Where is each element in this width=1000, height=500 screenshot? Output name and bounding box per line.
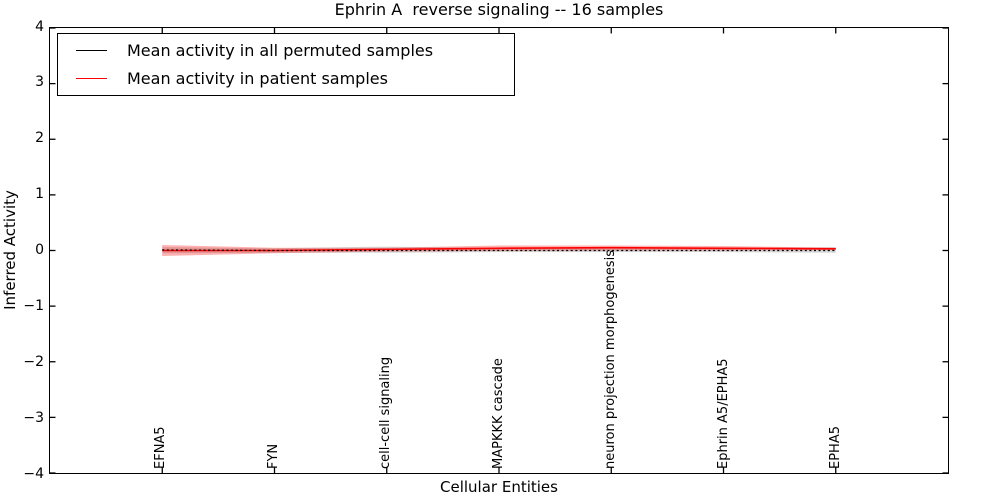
legend-label-patient: Mean activity in patient samples — [127, 68, 388, 88]
legend-label-permuted: Mean activity in all permuted samples — [127, 41, 434, 61]
y-tick-label: 3 — [35, 74, 44, 91]
chart-canvas — [50, 28, 948, 473]
y-tick-label: −3 — [23, 409, 44, 426]
x-tick-label: MAPKKK cascade — [490, 358, 506, 469]
legend: Mean activity in all permuted samples Me… — [57, 33, 515, 96]
x-axis-label: Cellular Entities — [440, 478, 558, 496]
x-tick-label: neuron projection morphogenesis — [603, 250, 618, 469]
x-tick-label: EFNA5 — [153, 426, 168, 469]
x-tick-label: EPHA5 — [828, 426, 843, 469]
y-tick-label: −4 — [23, 465, 44, 482]
x-tick-label: Ephrin A5/EPHA5 — [715, 358, 731, 469]
y-tick-label: 0 — [35, 242, 44, 258]
y-tick-label: 4 — [35, 18, 44, 35]
plot-area: EFNA5 FYN cell-cell signaling MAPKKK cascad… — [49, 27, 949, 474]
y-tick-label: −2 — [23, 353, 44, 370]
x-tick-label: cell-cell signaling — [378, 356, 393, 469]
y-tick-label: 1 — [35, 186, 44, 203]
patient-line-key-icon — [76, 77, 107, 79]
legend-item-patient: Mean activity in patient samples — [58, 65, 514, 91]
y-tick-label: 2 — [35, 130, 44, 147]
x-tick-label: FYN — [265, 443, 281, 469]
chart-title: Ephrin A reverse signaling -- 16 samples — [334, 0, 664, 19]
legend-item-permuted: Mean activity in all permuted samples — [58, 38, 514, 64]
y-tick-label: −1 — [23, 297, 44, 314]
permuted-line-key-icon — [76, 50, 107, 52]
